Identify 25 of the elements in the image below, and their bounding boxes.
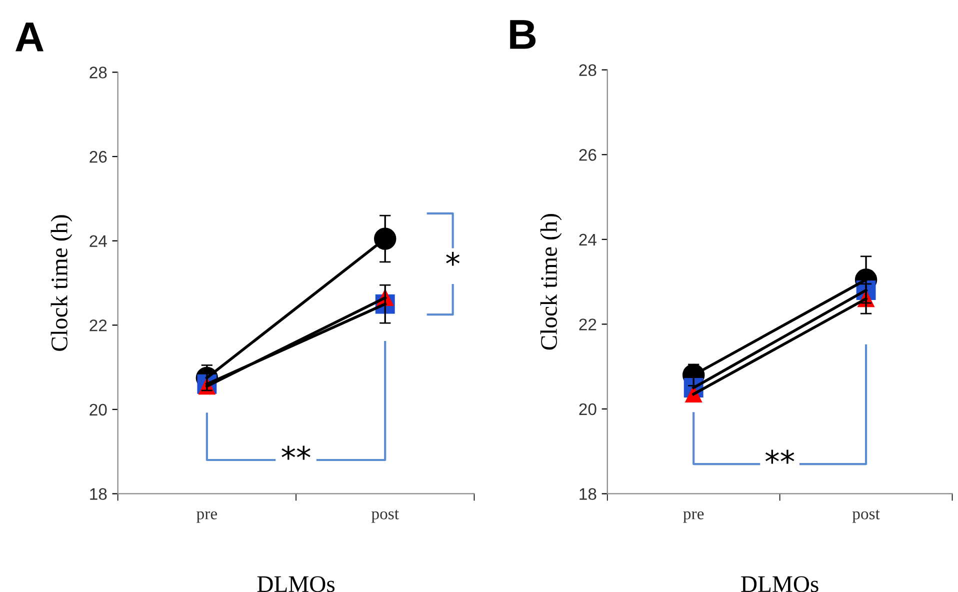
y-tick-label: 26: [579, 149, 596, 161]
y-tick-label: 18: [90, 488, 107, 500]
annotation: **: [282, 446, 310, 460]
y-tick-label: 22: [579, 318, 596, 330]
y-tick-label: 28: [90, 66, 107, 78]
y-tick-label: 22: [90, 320, 107, 332]
x-tick-label: pre: [196, 511, 217, 523]
y-tick-label: 20: [579, 403, 596, 416]
y-tick-label: 26: [90, 150, 107, 163]
chart-title: A: [16, 22, 44, 52]
chart-title: B: [510, 20, 536, 49]
y-tick-label: 24: [579, 234, 596, 246]
y-tick-label: 28: [579, 64, 596, 76]
y-axis-title: Clock time (h): [540, 214, 562, 350]
x-tick-label: pre: [683, 511, 704, 523]
y-tick-label: 18: [580, 488, 596, 500]
x-tick-label: post: [371, 510, 399, 523]
annotation: *: [446, 252, 460, 266]
y-axis-title: Clock time (h): [50, 215, 72, 351]
x-axis-title: DLMOs: [257, 576, 335, 592]
x-axis-title: DLMOs: [741, 576, 818, 592]
x-tick-label: post: [852, 510, 880, 523]
y-tick-label: 24: [90, 235, 107, 247]
y-tick-label: 20: [90, 404, 107, 416]
annotation: **: [765, 450, 794, 464]
